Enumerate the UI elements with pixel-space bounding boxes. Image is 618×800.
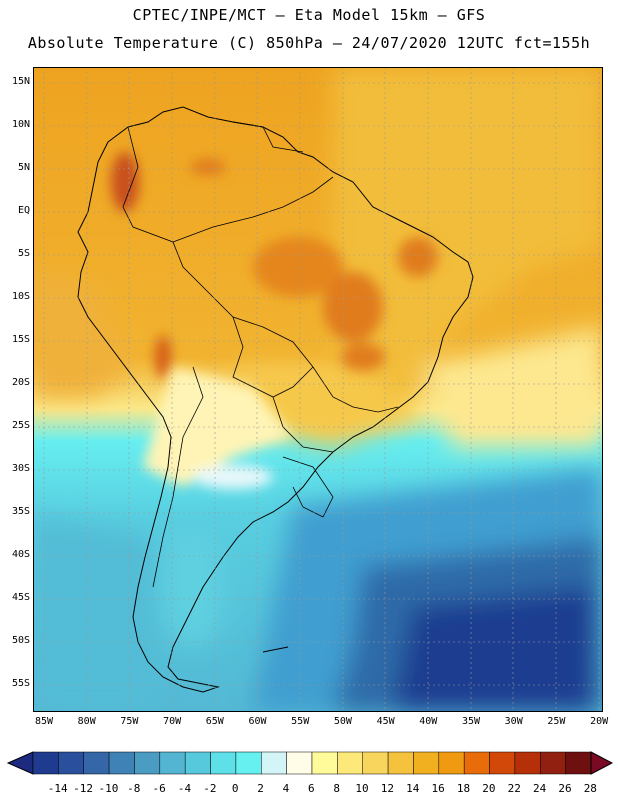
colorbar-under-arrow: [6, 751, 34, 775]
longitude-label: 50W: [333, 716, 352, 727]
longitude-label: 45W: [376, 716, 395, 727]
latitude-label: 35S: [11, 506, 30, 517]
colorbar-swatch: [58, 751, 84, 775]
temperature-map: [33, 67, 603, 712]
longitude-label: 75W: [120, 716, 139, 727]
map-frame: [33, 67, 603, 712]
colorbar-label: -14: [47, 782, 68, 795]
colorbar-swatch: [261, 751, 287, 775]
latitude-label: 5S: [17, 248, 30, 259]
colorbar-swatch: [413, 751, 440, 775]
title-line-2: Absolute Temperature (C) 850hPa – 24/07/…: [27, 34, 591, 52]
latitude-label: 10S: [11, 291, 30, 302]
colorbar-swatch: [184, 751, 211, 775]
colorbar-label: -2: [203, 782, 217, 795]
colorbar-label: 14: [406, 782, 420, 795]
colorbar-label: 20: [482, 782, 496, 795]
colorbar-swatch: [489, 751, 516, 775]
colorbar-swatch: [540, 751, 566, 775]
longitude-label: 25W: [547, 716, 566, 727]
longitude-label: 80W: [77, 716, 96, 727]
colorbar-swatch: [286, 751, 313, 775]
latitude-label: 25S: [11, 420, 30, 431]
colorbar-label: 0: [231, 782, 239, 795]
colorbar: [6, 751, 614, 775]
colorbar-swatch: [210, 751, 237, 775]
colorbar-swatch: [32, 751, 59, 775]
longitude-label: 35W: [461, 716, 481, 727]
colorbar-swatch: [463, 751, 490, 775]
longitude-label: 40W: [419, 716, 438, 727]
longitude-label: 70W: [163, 716, 182, 727]
longitude-label: 20W: [590, 716, 609, 727]
latitude-label: 5N: [17, 162, 30, 173]
longitude-label: 30W: [504, 716, 523, 727]
colorbar-label: 2: [257, 782, 264, 795]
colorbar-label: 4: [282, 782, 290, 795]
colorbar-label: -8: [127, 782, 141, 795]
colorbar-label: -6: [152, 782, 166, 795]
longitude-label: 65W: [205, 716, 224, 727]
colorbar-swatch: [108, 751, 135, 775]
colorbar-label: 16: [431, 782, 445, 795]
colorbar-swatch: [337, 751, 363, 775]
colorbar-label: 18: [456, 782, 471, 795]
colorbar-swatch: [235, 751, 262, 775]
temperature-field: [33, 67, 603, 712]
colorbar-swatch: [83, 751, 110, 775]
latitude-label: EQ: [17, 205, 30, 216]
latitude-label: 45S: [11, 592, 30, 603]
colorbar-label: -12: [73, 782, 93, 795]
colorbar-label: 26: [558, 782, 572, 795]
colorbar-label: -4: [177, 782, 192, 795]
colorbar-swatch: [514, 751, 541, 775]
longitude-label: 60W: [248, 716, 267, 727]
latitude-label: 50S: [11, 635, 30, 646]
latitude-label: 40S: [11, 549, 30, 560]
colorbar-label: 6: [308, 782, 315, 795]
colorbar-label: 8: [333, 782, 340, 795]
latitude-label: 30S: [11, 463, 30, 474]
colorbar-label: -10: [98, 782, 119, 795]
colorbar-swatch: [438, 751, 465, 775]
colorbar-label: 24: [532, 782, 547, 795]
latitude-label: 15N: [11, 76, 30, 87]
colorbar-swatch: [134, 751, 161, 775]
colorbar-swatch: [311, 751, 338, 775]
colorbar-label: 28: [583, 782, 597, 795]
colorbar-label: 22: [507, 782, 521, 795]
colorbar-label: 10: [355, 782, 369, 795]
colorbar-swatch: [565, 751, 592, 775]
colorbar-swatch: [362, 751, 389, 775]
latitude-label: 55S: [11, 678, 30, 689]
longitude-label: 55W: [291, 716, 310, 727]
colorbar-swatch: [159, 751, 186, 775]
colorbar-over-arrow: [590, 751, 614, 775]
title-line-1: CPTEC/INPE/MCT – Eta Model 15km – GFS: [132, 6, 486, 24]
graticule: [33, 67, 603, 712]
latitude-label: 15S: [11, 334, 30, 345]
colorbar-label: 12: [380, 782, 395, 795]
longitude-label: 85W: [34, 716, 54, 727]
colorbar-swatch: [387, 751, 414, 775]
country-borders: [122, 126, 399, 588]
latitude-label: 10N: [11, 119, 30, 130]
latitude-label: 20S: [11, 377, 30, 388]
